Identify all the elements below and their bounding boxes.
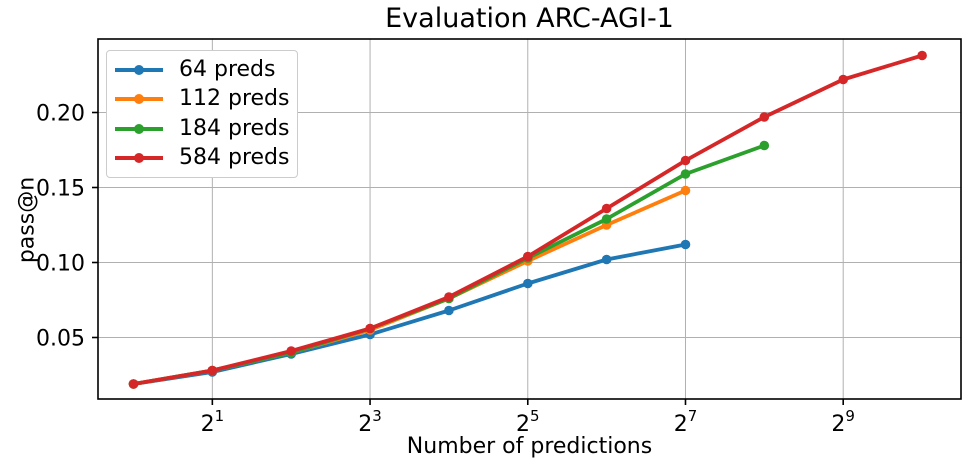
x-tick-label: 21 [201, 407, 225, 437]
y-tick-label: 0.05 [36, 327, 85, 352]
plot-border [97, 38, 962, 400]
data-point-marker [523, 278, 533, 289]
chart-title: Evaluation ARC-AGI-1 [385, 3, 674, 34]
x-tick-label: 29 [831, 407, 855, 437]
legend-line-sample [115, 94, 163, 105]
x-tick-label: 23 [358, 407, 382, 437]
legend-label: 64 preds [179, 57, 276, 83]
data-point-marker [917, 50, 927, 61]
data-point-marker [680, 155, 691, 166]
legend-line-sample [115, 152, 163, 163]
legend-item: 584 preds [114, 144, 289, 172]
series-line [131, 143, 767, 386]
legend-line-sample [115, 65, 163, 76]
data-point-marker [523, 251, 533, 262]
data-point-marker [601, 254, 612, 265]
x-tick-label: 27 [674, 407, 698, 437]
data-point-marker [601, 203, 612, 214]
data-point-marker [680, 185, 691, 196]
data-point-marker [444, 292, 454, 302]
legend-label: 184 preds [179, 115, 290, 141]
data-point-marker [838, 74, 848, 85]
legend-line-sample [115, 123, 163, 134]
data-point-marker [207, 365, 218, 376]
data-point-marker [365, 323, 375, 334]
legend-item: 112 preds [114, 85, 289, 113]
data-point-marker [680, 169, 691, 179]
x-axis-label: Number of predictions [406, 434, 653, 459]
data-point-marker [680, 239, 691, 250]
legend-item: 64 preds [114, 56, 289, 84]
data-point-marker [128, 379, 139, 389]
legend: 64 preds 112 preds 184 preds 584 preds [106, 50, 298, 178]
y-tick-label: 0.15 [36, 177, 85, 202]
x-tick-label: 25 [516, 407, 540, 437]
data-point-marker [286, 346, 297, 356]
y-tick-label: 0.10 [36, 252, 85, 277]
data-point-marker [601, 214, 612, 224]
legend-label: 584 preds [179, 144, 290, 170]
data-point-marker [759, 140, 770, 151]
legend-item: 184 preds [114, 115, 289, 143]
data-point-marker [444, 305, 454, 316]
y-tick-label: 0.20 [36, 102, 85, 127]
legend-label: 112 preds [179, 86, 290, 112]
y-axis-label: pass@n [14, 176, 40, 264]
data-point-marker [759, 112, 770, 122]
